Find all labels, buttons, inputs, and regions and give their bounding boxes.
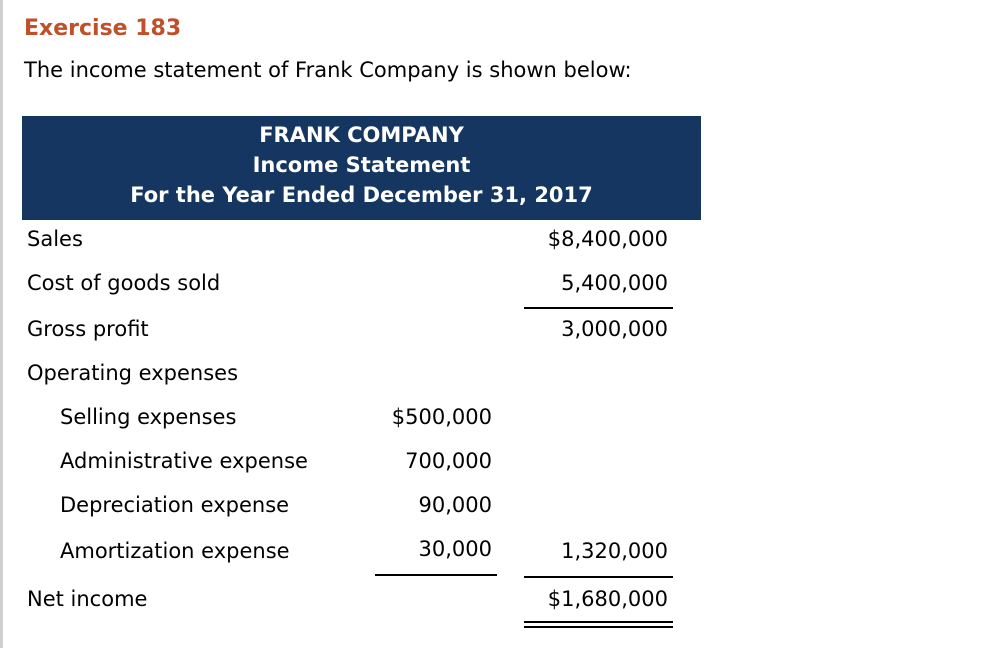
- operating-expenses-label: Operating expenses: [27, 361, 239, 385]
- net-income-double-underline-bottom: [524, 626, 673, 628]
- cogs-underline: [524, 307, 673, 309]
- net-income-double-underline-top: [524, 621, 673, 623]
- selling-expenses-amount: $500,000: [391, 405, 492, 429]
- statement-header: FRANK COMPANY Income Statement For the Y…: [22, 116, 701, 220]
- total-operating-expenses-amount: 1,320,000: [561, 539, 668, 563]
- statement-title: Income Statement: [252, 153, 471, 177]
- net-income-amount: $1,680,000: [547, 587, 668, 611]
- amortization-expense-amount: 30,000: [418, 537, 492, 561]
- administrative-expense-label: Administrative expense: [60, 449, 308, 473]
- gross-profit-label: Gross profit: [27, 317, 149, 341]
- left-border: [0, 0, 3, 648]
- statement-period: For the Year Ended December 31, 2017: [130, 183, 593, 207]
- depreciation-expense-amount: 90,000: [418, 493, 492, 517]
- net-income-label: Net income: [27, 587, 148, 611]
- administrative-expense-amount: 700,000: [405, 449, 492, 473]
- cogs-amount: 5,400,000: [561, 271, 668, 295]
- depreciation-expense-label: Depreciation expense: [60, 493, 290, 517]
- exercise-prompt: The income statement of Frank Company is…: [24, 58, 632, 82]
- company-name: FRANK COMPANY: [259, 123, 464, 147]
- cogs-label: Cost of goods sold: [27, 271, 221, 295]
- sales-amount: $8,400,000: [547, 227, 668, 251]
- selling-expenses-label: Selling expenses: [60, 405, 237, 429]
- exercise-title: Exercise 183: [24, 16, 182, 41]
- gross-profit-amount: 3,000,000: [561, 317, 668, 341]
- expenses-underline: [375, 574, 497, 576]
- sales-label: Sales: [27, 227, 83, 251]
- total-expenses-underline: [524, 576, 673, 578]
- amortization-expense-label: Amortization expense: [60, 539, 290, 563]
